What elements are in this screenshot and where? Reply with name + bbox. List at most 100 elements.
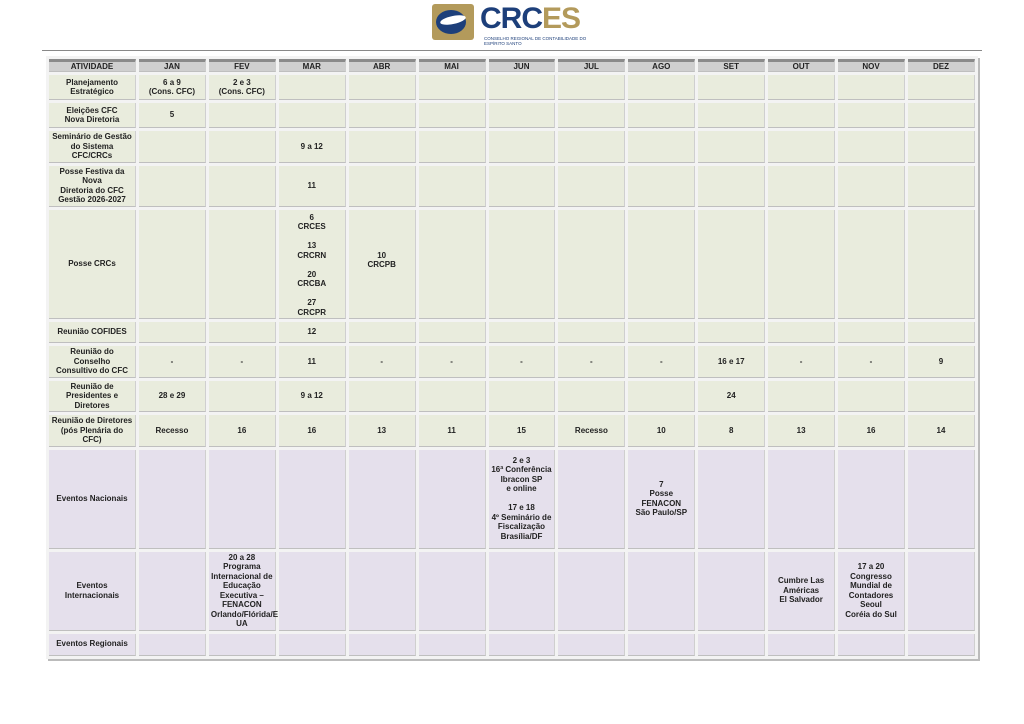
cell-jun — [488, 380, 556, 412]
cell-nov — [838, 209, 905, 319]
cell-jun: 15 — [488, 415, 556, 447]
cell-ago — [628, 633, 696, 656]
cell-mai — [418, 449, 486, 549]
cell-out — [768, 322, 836, 343]
cell-out — [768, 103, 836, 128]
cell-abr: - — [348, 346, 416, 378]
cell-set: 16 e 17 — [698, 346, 766, 378]
cell-jul — [558, 449, 626, 549]
cell-mai — [418, 633, 486, 656]
column-header-jun: JUN — [488, 59, 556, 72]
cell-out — [768, 75, 836, 100]
cell-ago — [628, 551, 696, 631]
cell-fev — [208, 449, 276, 549]
cell-jan — [139, 131, 206, 163]
cell-jun — [488, 75, 556, 100]
cell-set — [698, 449, 766, 549]
column-header-fev: FEV — [208, 59, 276, 72]
cell-mar — [278, 75, 346, 100]
table-row: Planejamento Estratégico 6 a 9 (Cons. CFC… — [49, 75, 975, 100]
column-header-activity: ATIVIDADE — [49, 59, 136, 72]
cell-jan: 6 a 9 (Cons. CFC) — [139, 75, 206, 100]
cell-jan — [139, 551, 206, 631]
cell-out — [768, 131, 836, 163]
cell-mar — [278, 103, 346, 128]
cell-dez: 9 — [907, 346, 975, 378]
cell-jul — [558, 380, 626, 412]
activity-label: Seminário de Gestão do Sistema CFC/CRCs — [49, 131, 136, 163]
cell-mar: 9 a 12 — [278, 131, 346, 163]
cell-mai: 11 — [418, 415, 486, 447]
cell-jan: Recesso — [139, 415, 206, 447]
cell-jan: 5 — [139, 103, 206, 128]
cell-mar: 9 a 12 — [278, 380, 346, 412]
logo-mark-icon — [432, 4, 474, 40]
cell-ago — [628, 103, 696, 128]
activity-label: Planejamento Estratégico — [49, 75, 136, 100]
cell-jul — [558, 131, 626, 163]
table-row: Seminário de Gestão do Sistema CFC/CRCs 9… — [49, 131, 975, 163]
cell-fev — [208, 322, 276, 343]
activity-label: Eleições CFC Nova Diretoria — [49, 103, 136, 128]
cell-set — [698, 633, 766, 656]
cell-abr — [348, 131, 416, 163]
logo-name: CRCES — [480, 2, 581, 35]
column-header-mar: MAR — [278, 59, 346, 72]
table-row: Posse Festiva da Nova Diretoria do CFC G… — [49, 165, 975, 207]
cell-jan — [139, 209, 206, 319]
cell-mai — [418, 75, 486, 100]
cell-ago — [628, 322, 696, 343]
table-row: Eventos Internacionais 20 a 28 Programa I… — [49, 551, 975, 631]
cell-mai: - — [418, 346, 486, 378]
cell-abr — [348, 633, 416, 656]
cell-jul — [558, 551, 626, 631]
logo-subtitle: CONSELHO REGIONAL DE CONTABILIDADE DO ES… — [484, 36, 587, 46]
cell-nov — [838, 75, 905, 100]
cell-out — [768, 209, 836, 319]
cell-out — [768, 165, 836, 207]
cell-dez — [907, 131, 975, 163]
cell-nov: 16 — [838, 415, 905, 447]
activity-label: Reunião de Presidentes e Diretores — [49, 380, 136, 412]
cell-dez — [907, 322, 975, 343]
cell-abr — [348, 103, 416, 128]
cell-jun — [488, 633, 556, 656]
activity-label: Reunião do Conselho Consultivo do CFC — [49, 346, 136, 378]
column-header-ago: AGO — [628, 59, 696, 72]
cell-set: 24 — [698, 380, 766, 412]
cell-abr — [348, 322, 416, 343]
cell-dez — [907, 633, 975, 656]
table-row: Eventos Nacionais 2 e 3 16ª Conferência I… — [49, 449, 975, 549]
cell-mar: 11 — [278, 165, 346, 207]
cell-mar: 6 CRCES 13 CRCRN 20 CRCBA 27 CRCPR — [278, 209, 346, 319]
cell-ago — [628, 75, 696, 100]
column-header-abr: ABR — [348, 59, 416, 72]
cell-nov — [838, 322, 905, 343]
activity-label: Posse CRCs — [49, 209, 136, 319]
cell-mai — [418, 380, 486, 412]
cell-nov — [838, 103, 905, 128]
cell-mar — [278, 551, 346, 631]
cell-jul — [558, 75, 626, 100]
cell-ago — [628, 131, 696, 163]
cell-nov: - — [838, 346, 905, 378]
cell-jan: 28 e 29 — [139, 380, 206, 412]
table-row: Reunião COFIDES 12 — [49, 322, 975, 343]
cell-fev: 20 a 28 Programa Internacional de Educaç… — [208, 551, 278, 631]
cell-jul: - — [558, 346, 626, 378]
cell-nov — [838, 165, 905, 207]
cell-jun: 2 e 3 16ª Conferência Ibracon SP e onlin… — [488, 449, 556, 549]
cell-dez — [907, 449, 975, 549]
activity-label: Eventos Nacionais — [49, 449, 136, 549]
column-header-mai: MAI — [418, 59, 486, 72]
cell-dez — [907, 165, 975, 207]
cell-fev — [208, 633, 276, 656]
column-header-out: OUT — [768, 59, 836, 72]
cell-jun — [488, 322, 556, 343]
cell-mai — [418, 209, 486, 319]
column-header-jan: JAN — [139, 59, 206, 72]
cell-jun: - — [488, 346, 556, 378]
column-header-nov: NOV — [838, 59, 905, 72]
cell-dez — [907, 209, 975, 319]
cell-abr: 13 — [348, 415, 416, 447]
